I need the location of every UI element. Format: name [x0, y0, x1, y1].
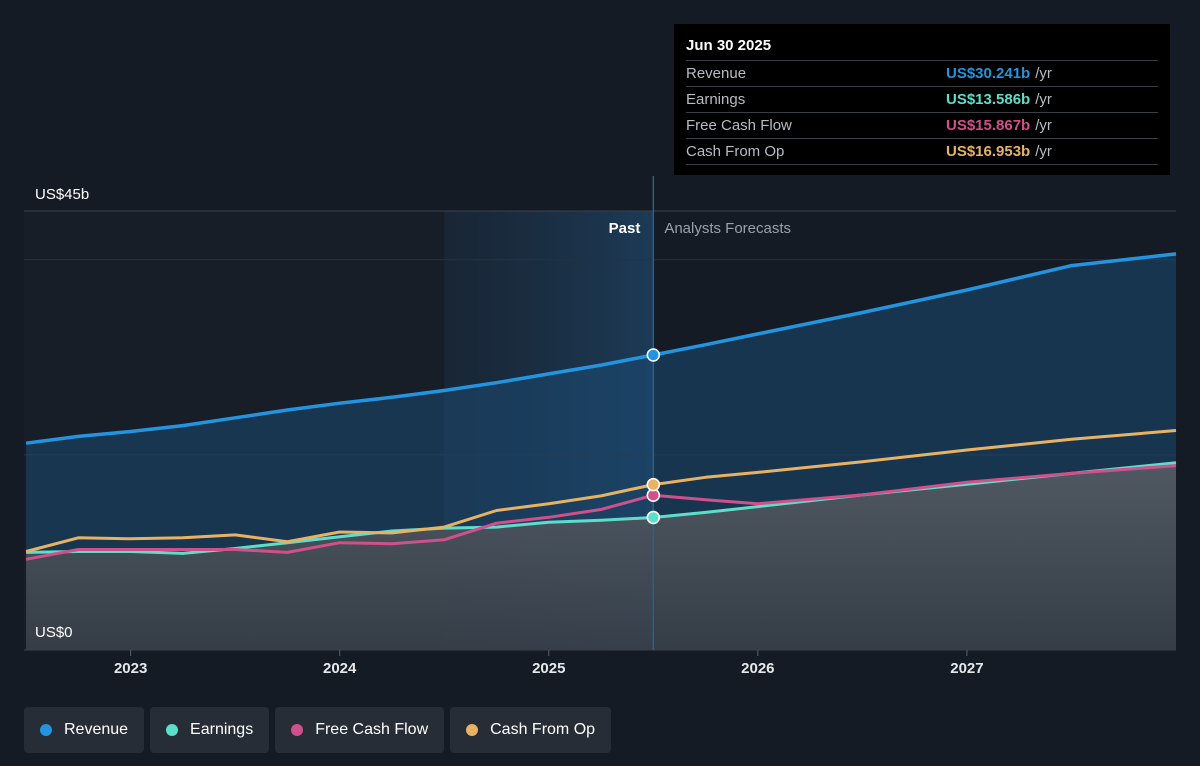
- tooltip-value: US$15.867b: [946, 117, 1031, 134]
- legend: Revenue Earnings Free Cash Flow Cash From O…: [24, 707, 612, 753]
- legend-label: Free Cash Flow: [315, 721, 429, 738]
- revenue-line: [25, 252, 1177, 445]
- legend-dot-icon: [466, 724, 479, 736]
- hover-tooltip: Jun 30 2025 Revenue US$30.241b/yr Earnings…: [674, 24, 1170, 175]
- legend-dot-icon: [166, 724, 179, 736]
- legend-item-free-cash-flow[interactable]: Free Cash Flow: [275, 707, 445, 753]
- tooltip-value: US$13.586b: [946, 91, 1031, 108]
- earnings-area: [26, 462, 1177, 650]
- hover-markers: [646, 348, 661, 525]
- tooltip-label: Revenue: [686, 65, 747, 82]
- tooltip-value: US$16.953b: [946, 143, 1031, 160]
- tooltip-row-revenue: Revenue US$30.241b/yr: [686, 60, 1158, 86]
- x-tick-label: 2023: [114, 660, 147, 677]
- tooltip-unit: /yr: [1035, 117, 1052, 134]
- tooltip-unit: /yr: [1035, 143, 1052, 160]
- cash-from-op-line: [25, 429, 1177, 553]
- legend-item-cash-from-op[interactable]: Cash From Op: [450, 707, 612, 753]
- tooltip-rows: Revenue US$30.241b/yr Earnings US$13.586b/y…: [686, 60, 1158, 165]
- earnings-marker: [646, 510, 661, 525]
- tooltip-row-free-cash-flow: Free Cash Flow US$15.867b/yr: [686, 112, 1158, 138]
- legend-item-revenue[interactable]: Revenue: [24, 707, 145, 753]
- cash-from-op-marker: [646, 477, 661, 492]
- legend-dot-icon: [291, 724, 304, 736]
- tooltip-unit: /yr: [1035, 65, 1052, 82]
- tooltip-label: Cash From Op: [686, 143, 785, 160]
- x-tick-label: 2027: [950, 660, 983, 677]
- past-label: Past: [609, 220, 641, 237]
- tooltip-row-cash-from-op: Cash From Op US$16.953b/yr: [686, 138, 1158, 165]
- y-axis-top-label: US$45b: [35, 186, 89, 203]
- tooltip-unit: /yr: [1035, 91, 1052, 108]
- series-areas: [26, 253, 1177, 650]
- legend-label: Revenue: [64, 721, 129, 738]
- tooltip-row-earnings: Earnings US$13.586b/yr: [686, 86, 1158, 112]
- x-tick-label: 2024: [323, 660, 357, 677]
- legend-dot-icon: [40, 724, 52, 736]
- x-tick-label: 2025: [532, 660, 565, 677]
- y-axis-bottom-label: US$0: [35, 624, 73, 641]
- series-lines: [25, 252, 1177, 561]
- legend-label: Cash From Op: [490, 721, 596, 738]
- tooltip-date: Jun 30 2025: [686, 37, 772, 54]
- tooltip-value: US$30.241b: [946, 65, 1031, 82]
- revenue-marker: [646, 348, 661, 362]
- x-axis-ticks: 2023 2024 2025 2026 2027: [114, 650, 984, 677]
- tooltip-label: Free Cash Flow: [686, 117, 792, 134]
- free-cash-flow-line: [25, 464, 1177, 561]
- legend-item-earnings[interactable]: Earnings: [150, 707, 270, 753]
- x-tick-label: 2026: [741, 660, 774, 677]
- legend-label: Earnings: [190, 721, 254, 738]
- tooltip-label: Earnings: [686, 91, 746, 108]
- forecast-label: Analysts Forecasts: [664, 220, 791, 237]
